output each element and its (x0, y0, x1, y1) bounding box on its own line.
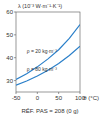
x-tick (37, 92, 38, 94)
x-tick (58, 92, 59, 94)
y-tick-label: 60 (6, 9, 13, 15)
y-tick (14, 12, 16, 13)
y-tick (14, 34, 16, 35)
plot-area (16, 25, 80, 86)
series-line (16, 25, 80, 80)
y-tick-label: 50 (6, 32, 13, 38)
plot-frame (16, 12, 80, 92)
x-tick-label: -50 (12, 95, 21, 101)
legend-entry: ρ = 20 kg·m⁻³ (27, 48, 58, 54)
y-tick (14, 80, 16, 81)
y-tick-label: 30 (6, 78, 13, 84)
x-tick (16, 92, 17, 94)
y-axis-label: λ (10⁻³ W·m⁻¹·K⁻¹) (18, 3, 62, 9)
chart: -5005010030405060λ (10⁻³ W·m⁻¹·K⁻¹)θ (°C… (0, 0, 100, 120)
caption: RÉF. PAS = 208 (0 g) (21, 108, 78, 114)
x-axis-label: θ (°C) (83, 95, 99, 101)
x-tick (80, 92, 81, 94)
y-tick (14, 57, 16, 58)
legend-entry: ρ = 80 kg·m⁻³ (27, 66, 58, 72)
series-line (16, 46, 80, 85)
y-tick-label: 40 (6, 55, 13, 61)
x-tick-label: 0 (36, 95, 40, 101)
x-tick-label: 50 (55, 95, 62, 101)
